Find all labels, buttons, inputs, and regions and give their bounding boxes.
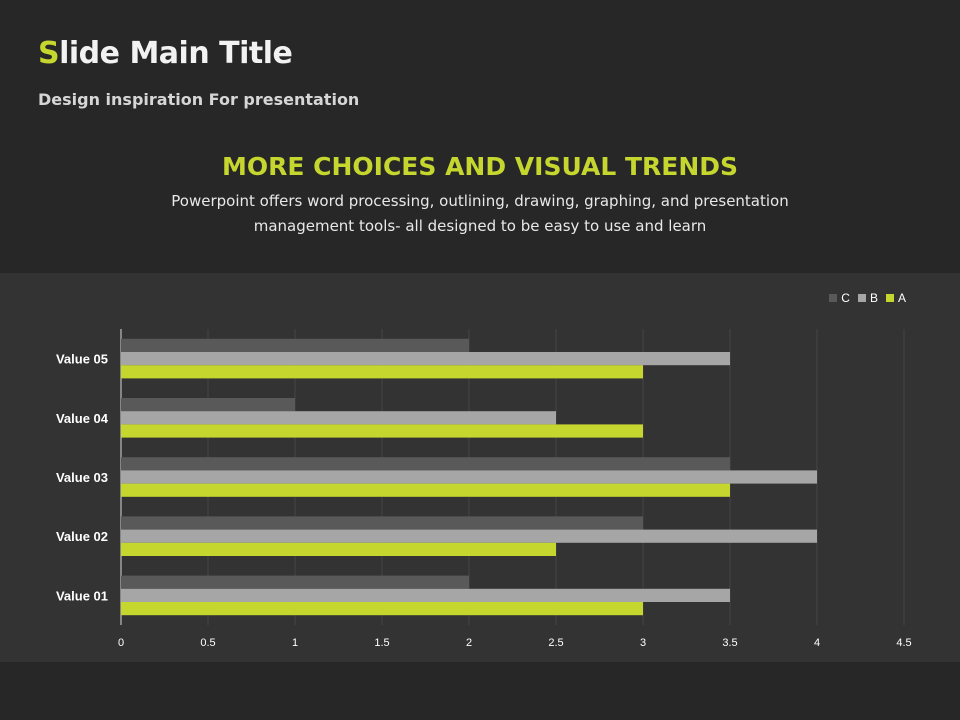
legend-item-c: C bbox=[829, 291, 850, 305]
legend-swatch-a bbox=[885, 294, 894, 302]
category-label: Value 04 bbox=[56, 411, 109, 426]
legend-item-a: A bbox=[885, 291, 906, 305]
bar-b-value-02 bbox=[121, 529, 817, 543]
slide-title: Slide Main Title bbox=[38, 36, 293, 71]
bar-chart: 0 0.5 1 1.5 2 2.5 3 3.5 4 4.5 Value 01 Value 02 Valu… bbox=[56, 329, 912, 649]
x-tick-label: 1.5 bbox=[374, 637, 389, 649]
bar-b-value-04 bbox=[121, 411, 556, 425]
category-label: Value 02 bbox=[56, 529, 108, 544]
x-tick-label: 1 bbox=[292, 637, 298, 649]
x-tick-label: 4.5 bbox=[896, 637, 911, 649]
bar-b-value-03 bbox=[121, 470, 817, 484]
title-first-letter: S bbox=[38, 36, 60, 71]
section-description: Powerpoint offers word processing, outli… bbox=[171, 192, 789, 235]
section-heading: MORE CHOICES AND VISUAL TRENDS bbox=[221, 152, 739, 181]
category-label: Value 03 bbox=[56, 470, 108, 485]
bar-c-value-01 bbox=[121, 575, 469, 589]
x-tick-label: 4 bbox=[814, 637, 820, 649]
bar-a-value-05 bbox=[121, 365, 643, 379]
bar-a-value-03 bbox=[121, 483, 730, 497]
bar-c-value-05 bbox=[121, 338, 469, 352]
x-tick-label: 0 bbox=[118, 637, 124, 649]
x-tick-label: 3 bbox=[640, 637, 646, 649]
title-rest: lide Main Title bbox=[59, 36, 293, 71]
x-tick-label: 2 bbox=[466, 637, 472, 649]
bar-c-value-04 bbox=[121, 398, 295, 412]
x-tick-label: 0.5 bbox=[200, 637, 215, 649]
legend-item-b: B bbox=[857, 291, 878, 305]
bar-a-value-01 bbox=[121, 602, 643, 616]
category-label: Value 05 bbox=[56, 352, 108, 367]
bar-a-value-04 bbox=[121, 424, 643, 438]
legend-swatch-c bbox=[829, 294, 838, 302]
bar-a-value-02 bbox=[121, 542, 556, 556]
legend-label-b: B bbox=[869, 291, 878, 305]
bar-c-value-02 bbox=[121, 516, 643, 530]
slide-subtitle: Design inspiration For presentation bbox=[38, 90, 360, 109]
bar-c-value-03 bbox=[121, 457, 730, 471]
legend-label-a: A bbox=[897, 291, 906, 305]
chart-panel: C B A 0 0.5 1 1.5 2 2.5 3 3.5 4 4.5 Value 01 Value … bbox=[0, 273, 960, 662]
chart-legend: C B A bbox=[829, 291, 906, 305]
category-label: Value 01 bbox=[56, 588, 108, 603]
x-tick-label: 2.5 bbox=[548, 637, 563, 649]
legend-swatch-b bbox=[857, 294, 866, 302]
legend-label-c: C bbox=[841, 291, 850, 305]
x-tick-label: 3.5 bbox=[722, 637, 737, 649]
bar-b-value-01 bbox=[121, 588, 730, 602]
bar-b-value-05 bbox=[121, 352, 730, 366]
